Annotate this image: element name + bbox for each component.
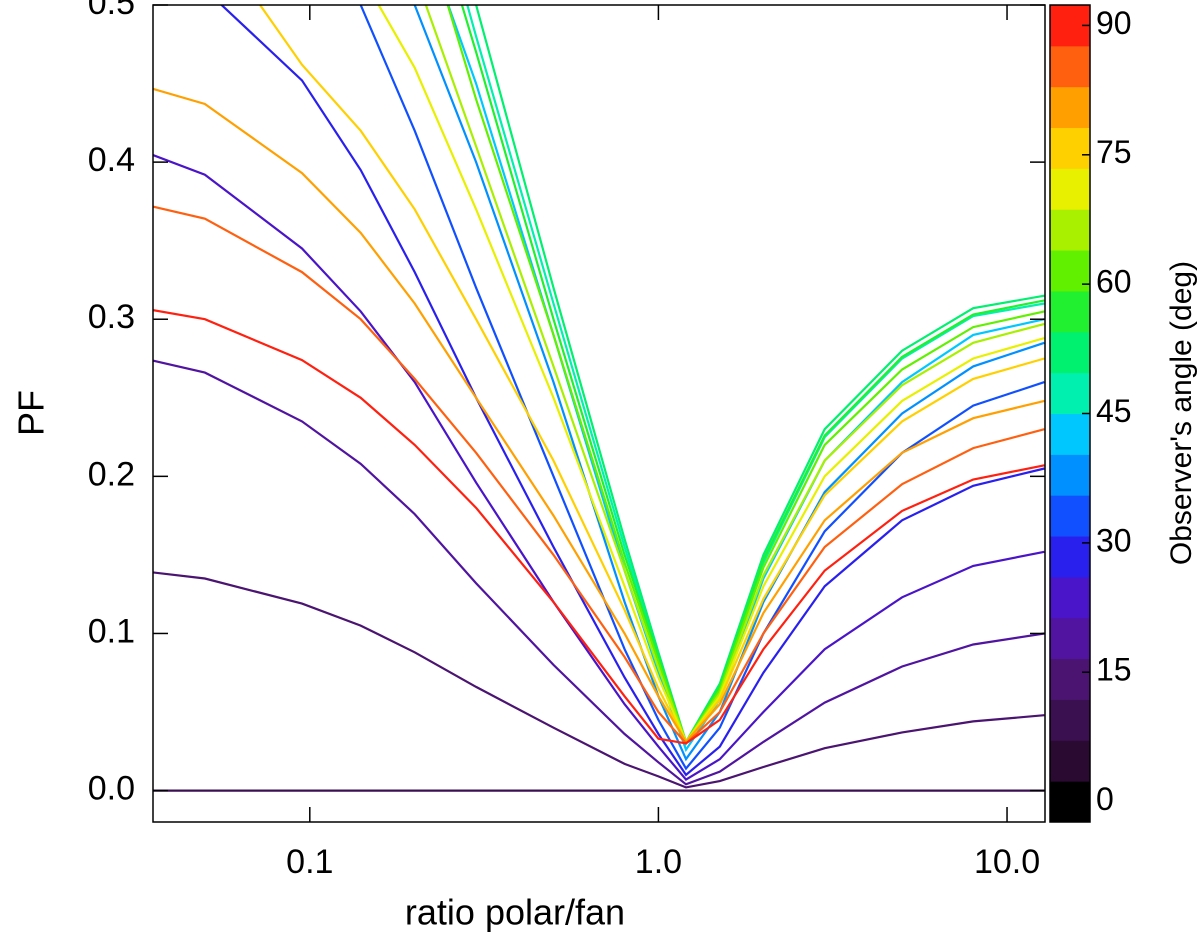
curve bbox=[153, 309, 1045, 745]
x-tick-label: 0.1 bbox=[286, 843, 333, 881]
y-tick-label: 0.5 bbox=[88, 0, 135, 22]
colorbar-segment bbox=[1050, 658, 1090, 700]
colorbar-segment bbox=[1050, 86, 1090, 129]
colorbar-segment bbox=[1050, 576, 1090, 619]
curve bbox=[424, 5, 1045, 745]
curve bbox=[460, 5, 1045, 745]
curve bbox=[466, 5, 1045, 747]
x-axis-label: ratio polar/fan bbox=[405, 892, 625, 933]
curve bbox=[377, 5, 1045, 745]
y-tick-label: 0.3 bbox=[88, 298, 135, 336]
y-tick-label: 0.1 bbox=[88, 612, 135, 650]
y-tick-label: 0.4 bbox=[88, 141, 135, 179]
colorbar-tick-label: 90 bbox=[1096, 5, 1132, 41]
colorbar-segment bbox=[1050, 740, 1090, 782]
colorbar-segment bbox=[1050, 413, 1090, 455]
colorbar-segment bbox=[1050, 495, 1090, 537]
curve bbox=[220, 5, 1045, 777]
colorbar-segment bbox=[1050, 250, 1090, 292]
colorbar-segment bbox=[1050, 331, 1090, 374]
colorbar-label: Observer's angle (deg) bbox=[1165, 261, 1198, 565]
curve bbox=[258, 5, 1045, 744]
colorbar-segment bbox=[1050, 372, 1090, 414]
colorbar-segment bbox=[1050, 290, 1090, 333]
curves bbox=[153, 5, 1045, 792]
y-axis-label: PF bbox=[11, 390, 52, 436]
curve bbox=[153, 87, 1045, 744]
colorbar-segment bbox=[1050, 127, 1090, 169]
colorbar-segment bbox=[1050, 454, 1090, 496]
curve bbox=[153, 359, 1045, 786]
colorbar-tick-label: 15 bbox=[1096, 652, 1132, 688]
colorbar-segment bbox=[1050, 168, 1090, 210]
curve bbox=[153, 571, 1045, 789]
x-tick-label: 10.0 bbox=[974, 843, 1040, 881]
colorbar-tick-label: 75 bbox=[1096, 134, 1132, 170]
colorbar-tick-label: 60 bbox=[1096, 264, 1132, 300]
y-tick-label: 0.0 bbox=[88, 770, 135, 808]
curve bbox=[446, 5, 1045, 745]
curve bbox=[474, 5, 1045, 745]
colorbar-segment bbox=[1050, 699, 1090, 741]
colorbar-tick-label: 45 bbox=[1096, 393, 1132, 429]
colorbar-segment bbox=[1050, 209, 1090, 251]
colorbar-tick-label: 30 bbox=[1096, 522, 1132, 558]
plot-frame bbox=[152, 4, 1046, 823]
curve bbox=[153, 205, 1045, 745]
curve bbox=[359, 5, 1045, 771]
y-tick-label: 0.2 bbox=[88, 455, 135, 493]
colorbar-tick-label: 0 bbox=[1096, 781, 1114, 817]
curve bbox=[153, 153, 1045, 782]
colorbar-segment bbox=[1050, 45, 1090, 88]
curve bbox=[447, 5, 1045, 753]
colorbar-segment bbox=[1050, 617, 1090, 660]
x-tick-label: 1.0 bbox=[635, 843, 682, 881]
